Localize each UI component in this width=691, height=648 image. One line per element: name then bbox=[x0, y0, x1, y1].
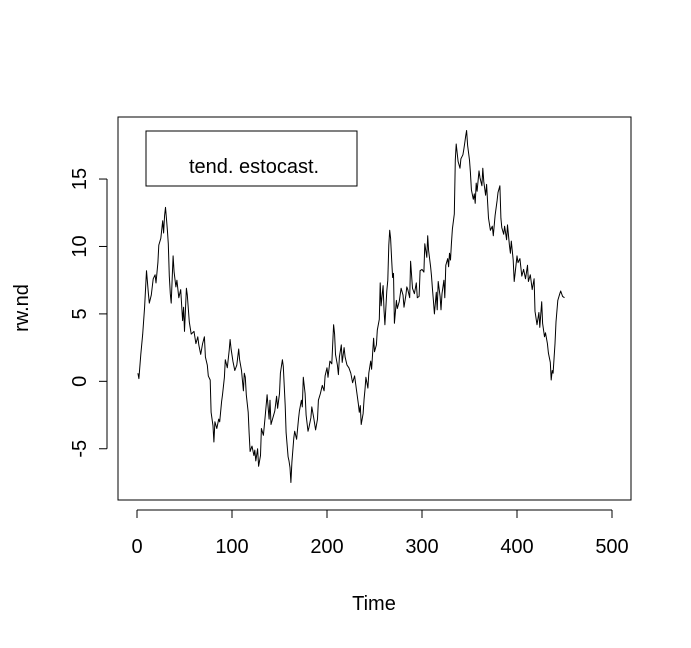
y-tick-label: 10 bbox=[69, 235, 91, 257]
x-tick-label: 100 bbox=[215, 536, 248, 558]
x-tick-label: 200 bbox=[310, 536, 343, 558]
series-line-0 bbox=[137, 130, 565, 483]
legend: tend. estocast. bbox=[145, 130, 358, 187]
x-tick-label: 400 bbox=[500, 536, 533, 558]
y-tick-label: 5 bbox=[69, 308, 91, 319]
x-tick-label: 500 bbox=[595, 536, 628, 558]
x-tick-label: 0 bbox=[131, 536, 142, 558]
series-layer bbox=[137, 130, 565, 483]
y-tick-label: 0 bbox=[69, 376, 91, 387]
x-axis-label: Time bbox=[352, 593, 396, 615]
y-tick-label: -5 bbox=[69, 440, 91, 458]
y-axis: -5 0 5 10 15 bbox=[69, 168, 108, 458]
y-tick-label: 15 bbox=[69, 168, 91, 190]
y-axis-label: rw.nd bbox=[11, 284, 33, 332]
x-axis: 0 100 200 300 400 500 bbox=[131, 509, 629, 558]
legend-box bbox=[145, 130, 358, 187]
x-tick-label: 300 bbox=[405, 536, 438, 558]
plot-frame bbox=[117, 116, 632, 501]
legend-entry-label: tend. estocast. bbox=[189, 156, 319, 178]
